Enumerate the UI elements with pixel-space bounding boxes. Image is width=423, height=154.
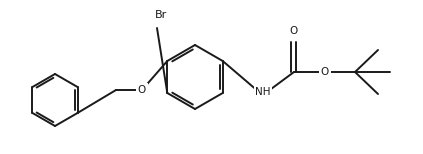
Text: O: O <box>138 85 146 95</box>
Text: Br: Br <box>155 10 167 20</box>
Text: O: O <box>290 26 298 36</box>
Text: O: O <box>321 67 329 77</box>
Text: NH: NH <box>255 87 271 97</box>
